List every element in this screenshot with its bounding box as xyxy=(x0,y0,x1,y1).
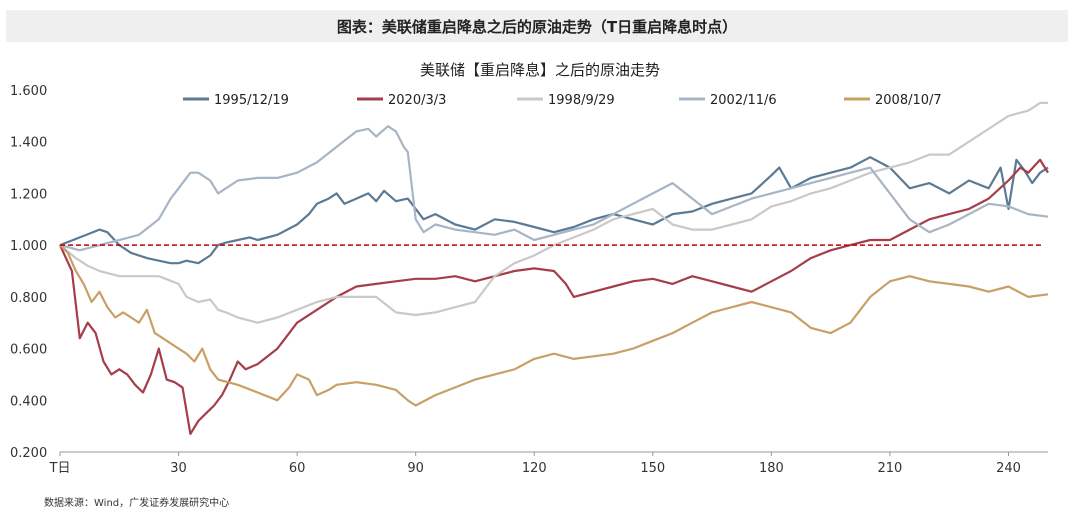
chart-legend: 1995/12/19 2020/3/3 1998/9/29 2002/11/6 2008… xyxy=(183,93,942,108)
report-header-title: 图表：美联储重启降息之后的原油走势（T日重启降息时点） xyxy=(336,17,738,36)
legend-label: 1995/12/19 xyxy=(214,93,289,108)
chart-series-lines xyxy=(59,101,1049,435)
x-tick-label: 240 xyxy=(996,461,1021,476)
legend-label: 2020/3/3 xyxy=(388,93,446,108)
y-tick-label: 1.000 xyxy=(10,239,47,254)
chart-title: 美联储【重启降息】之后的原油走势 xyxy=(420,61,660,79)
legend-label: 2002/11/6 xyxy=(710,93,777,108)
chart-axes: 0.200 0.400 0.600 0.800 1.000 1.200 1.400 1.600… xyxy=(10,84,1048,476)
y-tick-label: 0.200 xyxy=(10,446,47,461)
x-tick-label: 150 xyxy=(640,461,665,476)
legend-item: 1995/12/19 xyxy=(183,93,289,108)
x-tick-label: 120 xyxy=(522,461,547,476)
series-line-1995-12-19 xyxy=(59,156,1049,265)
series-line-2002-11-6 xyxy=(59,125,1049,252)
legend-item: 2008/10/7 xyxy=(844,93,942,108)
data-source-note: 数据来源：Wind，广发证券发展研究中心 xyxy=(44,498,230,509)
y-tick-label: 1.200 xyxy=(10,187,47,202)
series-line-1998-9-29 xyxy=(59,101,1048,324)
y-tick-label: 0.400 xyxy=(10,394,47,409)
y-tick-label: 0.800 xyxy=(10,291,47,306)
x-tick-label: 90 xyxy=(407,461,424,476)
series-line-2008-10-7 xyxy=(59,244,1049,407)
x-tick-label: T日 xyxy=(49,461,71,476)
x-tick-label: 180 xyxy=(759,461,784,476)
y-tick-label: 0.600 xyxy=(10,343,47,358)
legend-item: 1998/9/29 xyxy=(517,93,615,108)
y-tick-label: 1.600 xyxy=(10,84,47,99)
legend-label: 1998/9/29 xyxy=(548,93,615,108)
legend-item: 2002/11/6 xyxy=(679,93,777,108)
legend-label: 2008/10/7 xyxy=(875,93,942,108)
x-tick-label: 60 xyxy=(289,461,306,476)
x-tick-label: 210 xyxy=(878,461,903,476)
report-header-bar: 图表：美联储重启降息之后的原油走势（T日重启降息时点） xyxy=(6,10,1068,42)
x-tick-label: 30 xyxy=(170,461,187,476)
series-line-2020-3-3 xyxy=(59,158,1049,435)
legend-item: 2020/3/3 xyxy=(357,93,446,108)
y-tick-label: 1.400 xyxy=(10,136,47,151)
